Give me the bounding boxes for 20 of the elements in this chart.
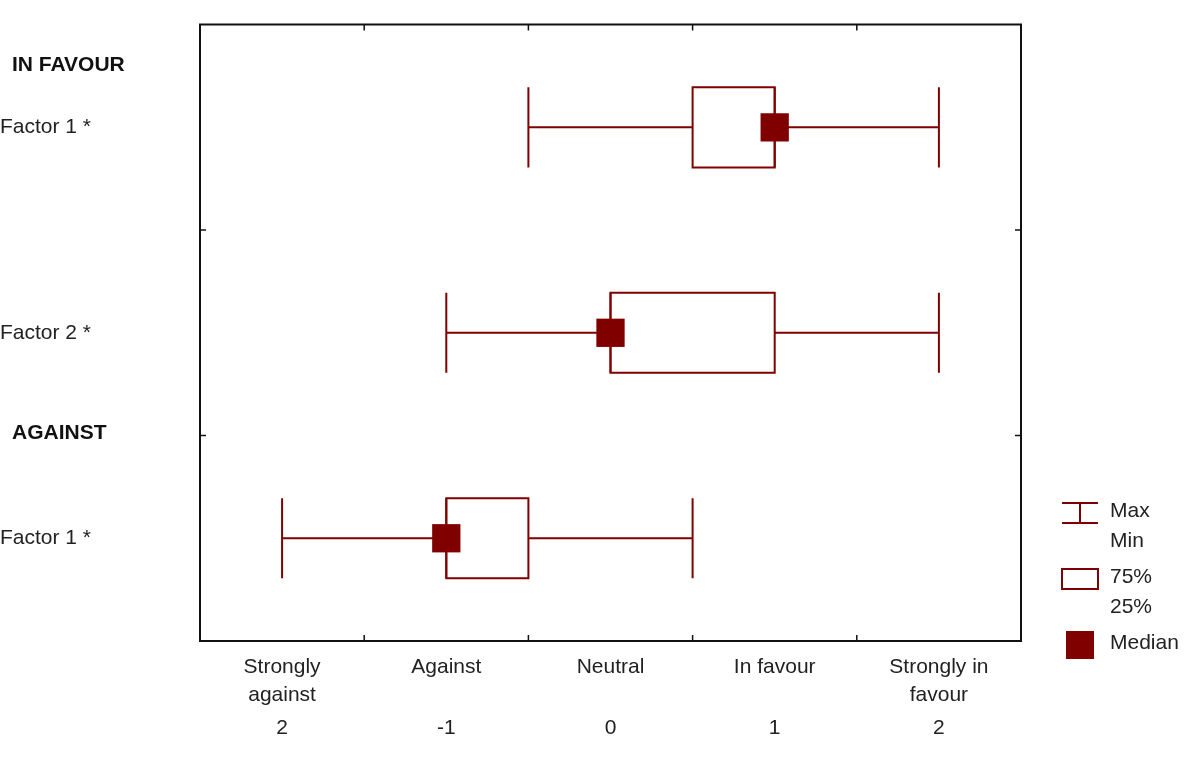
text: Max [1110,497,1150,523]
text: AGAINST [12,420,107,444]
text: IN FAVOUR [12,52,125,76]
x-tick-label: 1 [768,715,781,739]
text: Strongly against [243,653,322,705]
text: Median [1110,629,1179,655]
text: Against [411,653,482,677]
x-tick-label: 2 [933,715,945,739]
x-tick-label: -1 [436,715,456,739]
text: Neutral [576,653,645,677]
x-tick-label: 0 [604,715,617,739]
y-tick-label: Factor 2 * [0,319,92,343]
y-tick-label: Factor 1 * [0,114,92,138]
text: Strongly in favour [889,653,989,705]
text: 75% [1110,563,1153,589]
y-tick-label: Factor 1 * [0,525,92,549]
x-tick-label: 2 [276,715,288,739]
text: 25% [1110,593,1153,619]
text: In favour [733,653,816,677]
text: Min [1110,527,1145,553]
